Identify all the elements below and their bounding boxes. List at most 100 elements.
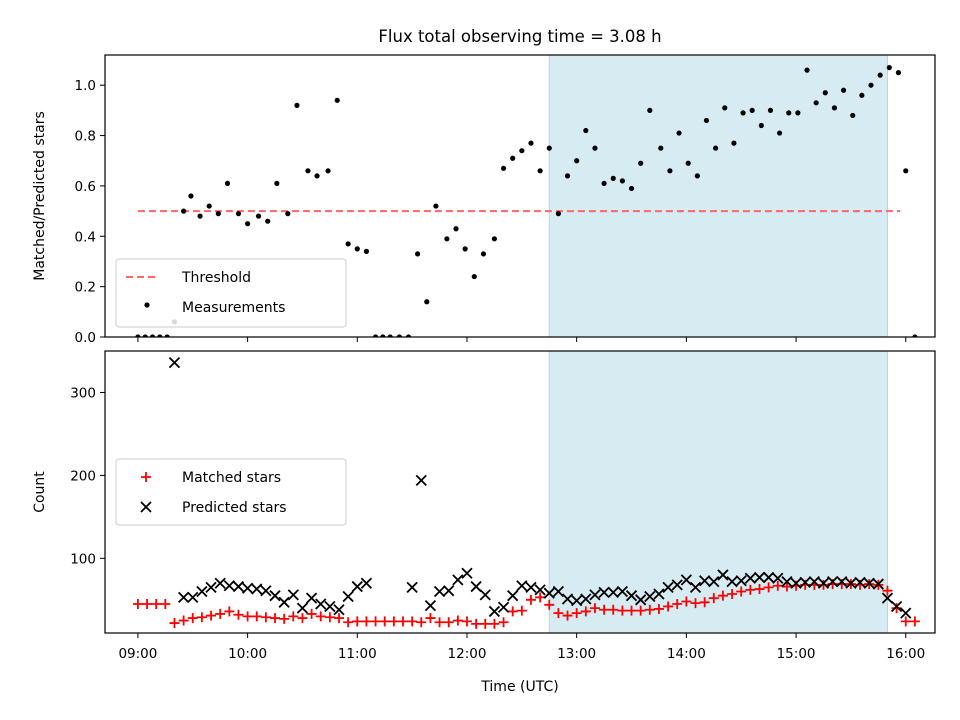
predicted-star-point <box>900 607 912 619</box>
measurement-point <box>886 64 892 71</box>
matched-star-point <box>416 617 427 628</box>
x-axis-label: Time (UTC) <box>480 679 558 695</box>
matched-star-point <box>288 611 299 622</box>
measurement-point <box>694 173 700 179</box>
matched-star-point <box>151 598 162 609</box>
measurement-point <box>877 72 883 78</box>
matched-star-point <box>471 618 482 629</box>
matched-star-point <box>224 606 235 617</box>
measurement-point <box>244 221 251 227</box>
x-tick-label: 16:00 <box>886 646 925 662</box>
measurement-point <box>471 273 477 280</box>
matched-star-point <box>672 598 683 609</box>
y-axis-label: Count <box>32 471 48 513</box>
measurement-point <box>713 145 719 151</box>
matched-star-point <box>206 610 217 621</box>
predicted-star-point <box>534 584 546 596</box>
predicted-star-point <box>781 575 793 588</box>
matched-star-point <box>690 598 701 609</box>
measurement-point <box>831 105 838 111</box>
predicted-star-point <box>607 586 619 598</box>
bottom-panel: 100 200 300 09:00 10:00 11:00 12:00 13:00 14:00 1… <box>32 350 936 695</box>
matched-star-point <box>589 603 600 614</box>
matched-star-point <box>279 613 290 624</box>
y-tick-label: 0.6 <box>75 179 96 195</box>
measurement-point <box>546 145 552 151</box>
predicted-star-point <box>762 571 775 584</box>
predicted-star-point <box>635 594 647 606</box>
matched-star-point <box>343 617 354 628</box>
predicted-star-point <box>543 587 555 599</box>
matched-star-point <box>644 604 655 615</box>
matched-star-point <box>379 616 390 627</box>
predicted-star-point <box>443 585 455 597</box>
y-tick-label: 100 <box>70 551 96 567</box>
predicted-star-point <box>214 577 226 589</box>
matched-star-point <box>452 615 463 626</box>
measurement-point <box>215 211 221 217</box>
predicted-star-point <box>863 577 875 589</box>
predicted-star-point <box>561 593 574 605</box>
matched-star-point <box>535 592 546 603</box>
measurement-point <box>285 211 291 217</box>
y-tick-label: 0.2 <box>75 280 96 296</box>
measurement-point <box>142 334 148 337</box>
matched-star-point <box>818 579 829 590</box>
measurement-point <box>840 87 847 93</box>
predicted-star-point <box>817 577 830 589</box>
matched-star-point <box>361 616 372 627</box>
measurement-point <box>749 107 755 113</box>
measurement-point <box>387 334 393 337</box>
measurement-point <box>638 160 644 166</box>
measurement-point <box>647 107 653 113</box>
measurement-point <box>537 168 543 174</box>
predicted-star-point <box>699 575 711 587</box>
measurement-point <box>592 145 598 151</box>
measurement-point <box>667 168 673 174</box>
predicted-star-point <box>744 572 756 584</box>
measurement-point <box>235 211 242 217</box>
measurement-point <box>157 334 163 337</box>
measurement-point <box>314 173 320 179</box>
y-tick-label: 0.4 <box>75 229 96 245</box>
predicted-star-point <box>708 575 720 588</box>
predicted-star-point <box>836 575 848 588</box>
predicted-star-point <box>177 591 190 603</box>
measurement-point <box>758 122 764 129</box>
matched-star-point <box>215 608 226 619</box>
marks-top <box>135 64 918 337</box>
predicted-star-point <box>168 356 181 369</box>
matched-star-point <box>507 606 518 617</box>
matched-star-point <box>443 617 454 628</box>
legend-predicted-label: Predicted stars <box>182 500 287 516</box>
matched-star-point <box>178 615 189 626</box>
predicted-star-point <box>845 577 857 589</box>
matched-star-point <box>187 613 198 624</box>
predicted-star-point <box>598 586 610 598</box>
y-tick-label: 200 <box>70 468 96 484</box>
measurement-point <box>510 155 516 161</box>
predicted-star-point <box>452 574 464 586</box>
measurement-point <box>363 248 370 254</box>
predicted-star-point <box>525 581 537 594</box>
measurement-point <box>895 70 902 76</box>
legend-box-top <box>115 258 347 328</box>
measurement-point <box>583 127 589 134</box>
measurement-point <box>480 251 487 257</box>
predicted-star-point <box>342 590 354 603</box>
observing-window-top <box>548 54 888 338</box>
legend-measurements-swatch <box>144 302 150 308</box>
y-tick-label: 0.0 <box>75 330 96 346</box>
matched-star-point <box>772 580 783 591</box>
predicted-star-point <box>479 589 491 601</box>
marks-bottom <box>132 356 920 629</box>
predicted-star-point <box>296 602 309 614</box>
predicted-star-point <box>205 581 217 594</box>
matched-star-point <box>270 613 281 624</box>
matched-star-point <box>334 613 345 624</box>
matched-star-point <box>763 582 774 593</box>
matched-star-point <box>571 608 582 619</box>
y-axis-label: Matched/Predicted stars <box>32 111 48 281</box>
predicted-star-point <box>232 580 245 593</box>
